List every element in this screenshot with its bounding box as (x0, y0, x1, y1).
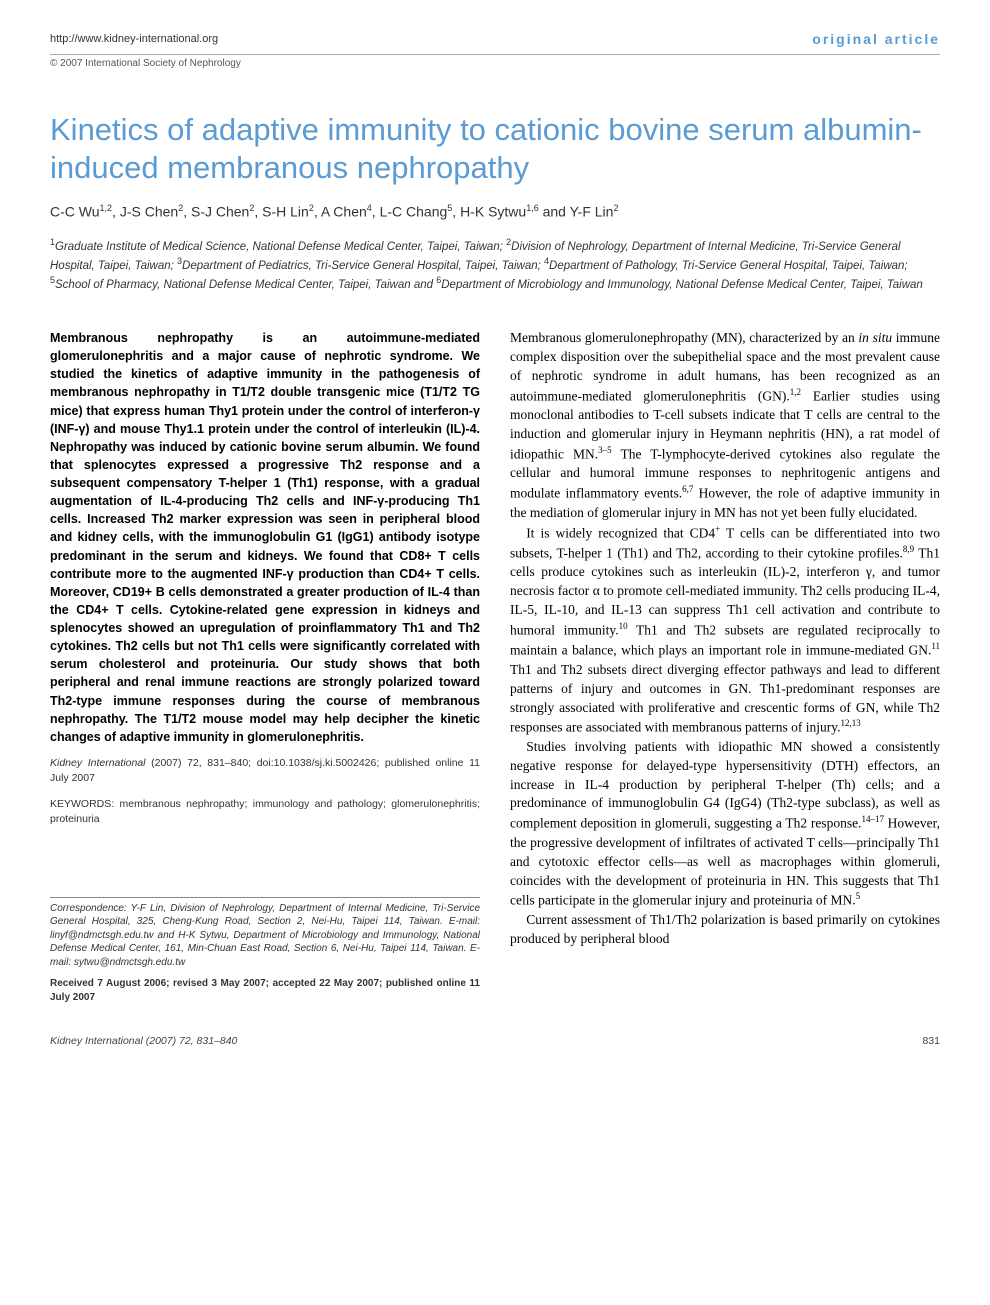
received-dates: Received 7 August 2006; revised 3 May 20… (50, 977, 480, 1004)
body-paragraph-2: It is widely recognized that CD4+ T cell… (510, 523, 940, 738)
body-paragraph-4: Current assessment of Th1/Th2 polarizati… (510, 911, 940, 949)
header-row: http://www.kidney-international.org orig… (50, 30, 940, 55)
body-paragraph-3: Studies involving patients with idiopath… (510, 738, 940, 911)
citation-year-vol: (2007) 72, (151, 757, 202, 769)
article-type-label: original article (812, 30, 940, 50)
abstract-text: Membranous nephropathy is an autoimmune-… (50, 329, 480, 746)
author-list: C-C Wu1,2, J-S Chen2, S-J Chen2, S-H Lin… (50, 202, 940, 222)
article-title: Kinetics of adaptive immunity to cationi… (50, 111, 940, 189)
citation-line: Kidney International (2007) 72, 831–840;… (50, 756, 480, 785)
citation-doi: doi:10.1038/sj.ki.5002426; (257, 757, 380, 769)
divider-rule (50, 897, 480, 898)
keywords-block: KEYWORDS: membranous nephropathy; immuno… (50, 797, 480, 826)
citation-journal: Kidney International (50, 757, 146, 769)
citation-pages: 831–840; (207, 757, 251, 769)
keywords-text: membranous nephropathy; immunology and p… (50, 798, 480, 825)
right-column: Membranous glomerulonephropathy (MN), ch… (510, 329, 940, 1004)
affiliations: 1Graduate Institute of Medical Science, … (50, 236, 940, 293)
keywords-label: KEYWORDS: (50, 798, 114, 810)
copyright-line: © 2007 International Society of Nephrolo… (50, 57, 940, 71)
journal-url: http://www.kidney-international.org (50, 32, 218, 47)
footer-row: Kidney International (2007) 72, 831–840 … (50, 1034, 940, 1049)
page-number: 831 (922, 1034, 940, 1049)
left-column: Membranous nephropathy is an autoimmune-… (50, 329, 480, 1004)
two-column-layout: Membranous nephropathy is an autoimmune-… (50, 329, 940, 1004)
body-paragraph-1: Membranous glomerulonephropathy (MN), ch… (510, 329, 940, 522)
footer-citation: Kidney International (2007) 72, 831–840 (50, 1034, 237, 1049)
correspondence-block: Correspondence: Y-F Lin, Division of Nep… (50, 902, 480, 970)
